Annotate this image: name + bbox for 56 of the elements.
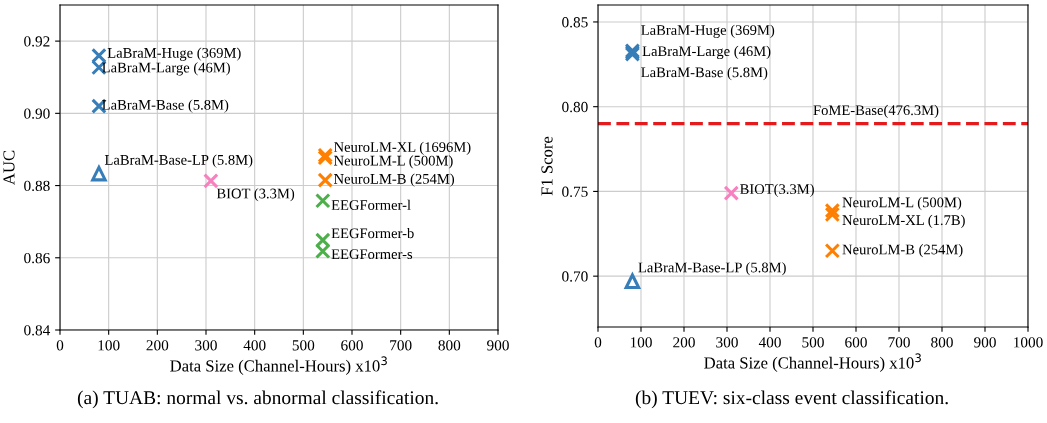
y-tick-label: 0.70 [562, 271, 588, 282]
x-tick-label: 900 [974, 337, 996, 348]
series-label: BIOT (3.3M) [216, 188, 295, 202]
series-label: NeuroLM-L (500M) [842, 197, 962, 211]
x-tick-label: 500 [802, 337, 824, 348]
series-label: LaBraM-Huge (369M) [641, 24, 775, 38]
y-tick-label: 0.75 [562, 186, 588, 197]
series-label: NeuroLM-B (254M) [333, 173, 455, 187]
series-label: LaBraM-Base (5.8M) [102, 99, 229, 113]
series-label: NeuroLM-B (254M) [842, 244, 963, 258]
series-label: EEGFormer-b [331, 227, 414, 239]
series-label: NeuroLM-L (500M) [333, 155, 453, 169]
x-tick-label: 100 [630, 337, 652, 348]
y-tick-label: 0.88 [24, 180, 50, 192]
series-label: LaBraM-Large (46M) [102, 62, 230, 76]
x-axis-title: Data Size (Channel-Hours) x10$^{3}$ [170, 356, 387, 375]
series-label: LaBraM-Base-LP (5.8M) [638, 262, 786, 276]
y-tick-label: 0.86 [24, 252, 50, 264]
x-axis-title: Data Size (Channel-Hours) x10$^{3}$ [704, 353, 921, 372]
series-label: EEGFormer-s [331, 249, 413, 260]
x-tick-label: 300 [716, 337, 738, 348]
series-label: NeuroLM-XL (1696M) [333, 141, 471, 155]
x-tick-label: 600 [341, 340, 363, 351]
x-tick-label: 200 [673, 337, 695, 348]
y-axis-title: AUC [3, 150, 15, 185]
x-tick-label: 700 [888, 337, 910, 348]
x-tick-label: 300 [195, 340, 217, 351]
y-tick-label: 0.80 [562, 101, 588, 113]
text: (b) TUEV: six-class event classification. [635, 390, 948, 409]
series-label: LaBraM-Base (5.8M) [641, 66, 768, 81]
y-tick-label: 0.92 [24, 36, 50, 47]
x-tick-label: 900 [487, 340, 509, 351]
x-tick-label: 800 [931, 337, 953, 348]
y-tick-label: 0.90 [24, 108, 50, 119]
x-tick-label: 800 [438, 340, 461, 351]
x-tick-label: 600 [845, 337, 867, 348]
series-label: EEGFormer-l [331, 199, 411, 210]
series-label: NeuroLM-XL (1.7B) [842, 214, 965, 229]
x-tick-label: 400 [243, 340, 266, 351]
y-axis-title: F1 Score [541, 136, 553, 196]
y-tick-label: 0.84 [24, 325, 51, 336]
ref-line-label: FoME-Base(476.3M) [813, 104, 939, 119]
x-tick-label: 700 [390, 340, 412, 351]
x-tick-label: 400 [758, 337, 781, 348]
x-tick-label: 0 [56, 340, 64, 351]
text: (a) TUAB: normal vs. abnormal classification. [77, 390, 438, 409]
y-tick-label: 0.85 [562, 17, 588, 28]
x-tick-label: 100 [98, 340, 120, 351]
series-label: LaBraM-Base-LP (5.8M) [104, 154, 253, 168]
x-tick-label: 1000 [1014, 337, 1043, 348]
series-label: BIOT(3.3M) [740, 183, 814, 197]
x-tick-label: 500 [292, 340, 315, 351]
x-tick-label: 0 [594, 337, 602, 348]
series-label: LaBraM-Large (46M) [642, 45, 771, 60]
series-label: LaBraM-Huge (369M) [107, 47, 241, 61]
x-tick-label: 200 [146, 340, 169, 351]
